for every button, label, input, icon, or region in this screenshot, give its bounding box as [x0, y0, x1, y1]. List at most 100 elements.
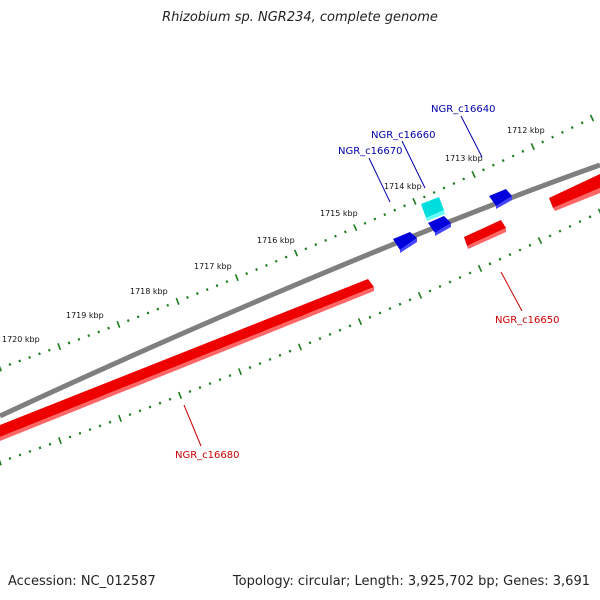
outer-tick	[393, 208, 397, 212]
inner-tick	[328, 332, 332, 336]
inner-tick	[108, 420, 112, 424]
outer-tick	[334, 234, 337, 238]
outer-tick	[422, 195, 426, 199]
outer-tick	[442, 186, 446, 190]
outer-tick	[452, 181, 456, 186]
inner-tick	[58, 437, 62, 445]
inner-tick	[548, 234, 552, 238]
inner-tick	[188, 390, 192, 393]
outer-tick	[589, 114, 595, 122]
inner-tick	[177, 391, 183, 399]
gene-label-ngr-c16680[interactable]: NGR_c16680	[175, 450, 240, 461]
outer-tick	[580, 121, 584, 125]
outer-tick	[225, 280, 229, 284]
outer-tick	[304, 247, 308, 251]
outer-tick	[195, 292, 199, 296]
inner-tick	[378, 311, 382, 315]
gene-arrow-ngr-c16670[interactable]	[393, 232, 417, 253]
inner-tick	[158, 401, 162, 405]
inner-tick	[228, 374, 232, 378]
outer-tick	[166, 303, 170, 307]
inner-tick	[488, 262, 492, 266]
outer-tick	[521, 149, 525, 153]
callout-ngr-c16650	[500, 271, 523, 312]
inner-tick	[138, 409, 142, 413]
inner-tick	[308, 341, 312, 345]
inner-tick	[208, 382, 212, 386]
inner-tick	[388, 307, 392, 311]
gene-arrow-ngr-c16640-small[interactable]	[428, 216, 451, 236]
outer-tick	[541, 140, 545, 144]
inner-tick	[28, 449, 32, 453]
gene-label-ngr-c16640[interactable]: NGR_c16640	[431, 104, 496, 115]
callout-ngr-c16660	[401, 140, 426, 189]
inner-tick	[348, 324, 352, 328]
gene-label-ngr-c16650[interactable]: NGR_c16650	[495, 315, 560, 326]
genome-backbone	[0, 162, 600, 419]
outer-tick	[67, 341, 71, 345]
outer-tick-ring	[0, 114, 595, 372]
inner-tick	[518, 248, 522, 252]
inner-tick	[258, 361, 262, 366]
inner-tick	[118, 414, 122, 422]
inner-tick	[568, 224, 572, 228]
inner-tick	[417, 291, 423, 299]
outer-tick	[471, 170, 476, 178]
inner-tick	[448, 280, 452, 284]
outer-tick	[274, 259, 278, 263]
outer-tick	[38, 352, 41, 356]
inner-tick	[368, 315, 372, 319]
inner-tick	[408, 298, 412, 302]
callout-ngr-c16680	[183, 404, 202, 447]
gene-arrow-ngr-c16640[interactable]	[489, 189, 512, 209]
outer-tick	[87, 334, 91, 338]
inner-tick	[198, 386, 202, 390]
outer-tick	[97, 330, 101, 334]
gene-arrow-partial-reverse[interactable]	[549, 174, 600, 211]
outer-tick	[560, 130, 564, 134]
inner-tick	[248, 366, 252, 370]
inner-tick	[398, 302, 402, 306]
tick-label-1717: 1717 kbp	[194, 262, 232, 271]
outer-tick	[373, 217, 377, 221]
outer-tick	[383, 213, 387, 217]
topology-info: Topology: circular; Length: 3,925,702 bp…	[232, 574, 590, 589]
outer-tick	[28, 355, 31, 359]
gene-label-ngr-c16670[interactable]: NGR_c16670	[338, 146, 403, 157]
inner-tick	[528, 243, 532, 247]
outer-tick	[432, 190, 436, 195]
outer-tick	[293, 249, 299, 257]
inner-tick	[78, 431, 82, 435]
inner-tick	[537, 237, 543, 245]
gene-label-ngr-c16660[interactable]: NGR_c16660	[371, 130, 436, 141]
tick-label-1719: 1719 kbp	[66, 311, 104, 320]
gene-arrow-ngr-c16660[interactable]	[421, 197, 445, 221]
callout-ngr-c16640	[460, 115, 483, 158]
inner-tick	[0, 459, 2, 466]
gene-arrow-ngr-c16680[interactable]	[0, 279, 374, 441]
outer-tick	[116, 320, 121, 328]
gene-arrow-ngr-c16650[interactable]	[464, 220, 506, 249]
tick-label-1716: 1716 kbp	[257, 236, 295, 245]
outer-tick	[47, 348, 51, 352]
inner-tick	[508, 253, 512, 257]
inner-tick	[498, 257, 502, 261]
outer-tick	[343, 230, 347, 234]
inner-tick	[338, 328, 342, 332]
inner-tick	[477, 264, 483, 272]
outer-tick	[462, 177, 466, 181]
inner-tick	[597, 208, 600, 214]
outer-tick	[530, 143, 536, 151]
inner-tick	[428, 289, 432, 293]
callout-ngr-c16670	[368, 157, 391, 203]
outer-tick	[156, 307, 160, 311]
outer-tick	[186, 296, 189, 299]
inner-tick-ring	[0, 208, 600, 466]
inner-tick	[68, 435, 72, 439]
inner-tick	[38, 446, 42, 450]
inner-tick	[128, 413, 132, 417]
inner-tick	[18, 453, 22, 457]
outer-tick	[146, 311, 150, 315]
inner-tick	[88, 428, 92, 432]
inner-tick	[168, 397, 172, 401]
